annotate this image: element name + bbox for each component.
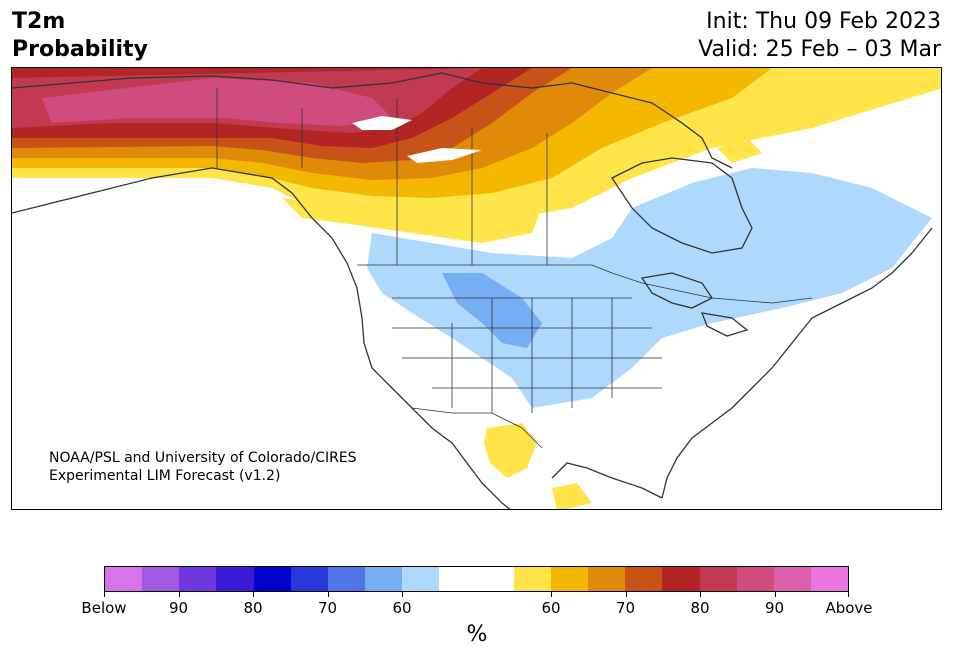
colorbar-tick-label: 60	[392, 599, 412, 617]
colorbar-tick-mark	[848, 592, 849, 597]
colorbar-swatch	[105, 567, 143, 591]
variable-label: T2m	[12, 9, 66, 34]
us-canada-border	[357, 264, 813, 304]
colorbar-swatch	[476, 567, 514, 591]
arctic-coast	[441, 72, 733, 169]
valid-range: Valid: 25 Feb – 03 Mar	[698, 37, 941, 62]
west-coastline	[12, 167, 511, 509]
colorbar-swatch	[810, 567, 849, 591]
colorbar-tick-label: 90	[764, 599, 785, 617]
map-panel	[11, 67, 942, 510]
colorbar-swatch	[365, 567, 403, 591]
colorbar-tick-label: 60	[541, 599, 561, 617]
colorbar-swatch	[588, 567, 626, 591]
colorbar-tick-mark	[178, 592, 180, 597]
great-bear-lake	[352, 116, 412, 130]
colorbar-swatch	[699, 567, 737, 591]
colorbar-tick-label: Above	[825, 599, 873, 617]
date-info: Init: Thu 09 Feb 2023 Valid: 25 Feb – 03…	[698, 8, 941, 64]
colorbar-swatch	[513, 567, 551, 591]
us-states-grid	[392, 297, 662, 413]
colorbar-tick-mark	[774, 592, 776, 597]
colorbar-tick-mark	[327, 592, 329, 597]
cold-60-region	[367, 168, 932, 408]
colorbar-tick-mark	[253, 592, 254, 597]
colorbar-swatch	[290, 567, 328, 591]
map-outlines	[12, 72, 933, 509]
colorbar-swatch	[662, 567, 700, 591]
colorbar-swatch	[327, 567, 366, 591]
colorbar-tick-label: 70	[317, 599, 338, 617]
colorbar-tick-label: 80	[690, 599, 710, 617]
credit-text: NOAA/PSL and University of Colorado/CIRE…	[49, 449, 357, 485]
colorbar-tick-label: Below	[81, 599, 127, 617]
colorbar-tick-mark	[402, 592, 403, 597]
colorbar-tick-label: 70	[615, 599, 636, 617]
init-date: Init: Thu 09 Feb 2023	[706, 9, 941, 34]
colorbar-swatch	[253, 567, 291, 591]
colorbar-swatch	[773, 567, 811, 591]
colorbar-swatch	[402, 567, 440, 591]
map-title: T2m Probability	[12, 8, 148, 64]
warm-hudson	[717, 138, 762, 163]
colorbar-unit: %	[466, 622, 488, 647]
colorbar-tick-mark	[625, 592, 627, 597]
east-coast	[661, 227, 933, 499]
credit-line-2: Experimental LIM Forecast (v1.2)	[49, 468, 281, 484]
forecast-map	[12, 68, 941, 509]
warm-southwest	[484, 423, 537, 478]
colorbar-tick-label: 80	[243, 599, 263, 617]
canada-provinces	[301, 98, 548, 265]
hudson-bay	[611, 157, 753, 254]
probability-shading	[12, 68, 941, 509]
colorbar	[104, 566, 849, 592]
colorbar-tick-label: 90	[168, 599, 189, 617]
product-label: Probability	[12, 37, 148, 62]
great-slave-lake	[407, 148, 482, 163]
colorbar-tick-mark	[700, 592, 701, 597]
warm-60-west	[282, 198, 542, 243]
colorbar-tick-mark	[104, 592, 105, 597]
colorbar-tick-mark	[551, 592, 552, 597]
colorbar-swatch	[625, 567, 663, 591]
colorbar-swatch	[736, 567, 774, 591]
colorbar-swatch	[550, 567, 589, 591]
colorbar-swatch	[439, 567, 477, 591]
alaska-north-coast	[12, 72, 443, 89]
colorbar-swatch	[142, 567, 180, 591]
colorbar-swatch	[179, 567, 217, 591]
great-lakes	[640, 272, 749, 337]
warm-mexico	[552, 483, 592, 509]
credit-line-1: NOAA/PSL and University of Colorado/CIRE…	[49, 450, 357, 466]
political-borders	[216, 88, 813, 449]
gulf-coast	[551, 462, 663, 499]
colorbar-swatch	[216, 567, 254, 591]
